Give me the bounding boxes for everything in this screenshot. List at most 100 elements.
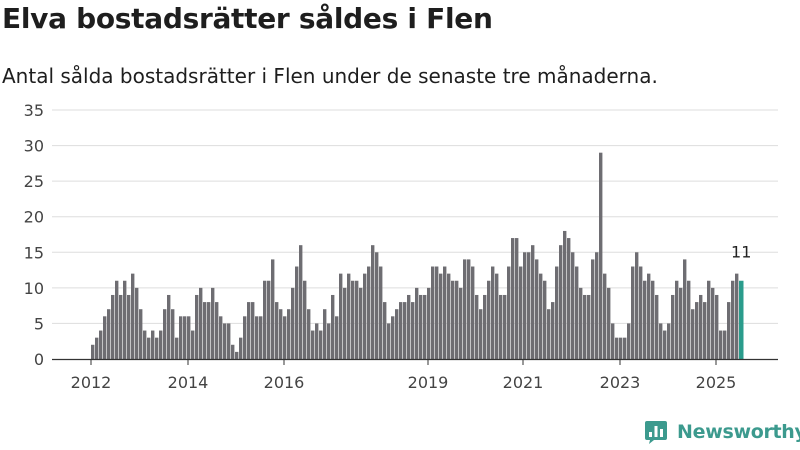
bar — [619, 337, 623, 359]
bar — [487, 280, 491, 359]
bar — [695, 302, 699, 359]
bar — [379, 266, 383, 359]
bar — [539, 273, 543, 359]
bar — [607, 287, 611, 359]
bar — [335, 316, 339, 359]
bar — [91, 344, 95, 359]
bar — [343, 287, 347, 359]
bar — [475, 294, 479, 359]
bar — [467, 259, 471, 359]
bar — [611, 323, 615, 359]
bar — [623, 337, 627, 359]
bar — [155, 337, 159, 359]
bar — [311, 330, 315, 359]
bar — [147, 337, 151, 359]
bar — [679, 287, 683, 359]
x-tick-label: 2019 — [408, 373, 449, 392]
x-tick-label: 2023 — [600, 373, 641, 392]
bar — [267, 280, 271, 359]
chart-subtitle: Antal sålda bostadsrätter i Flen under d… — [2, 64, 658, 88]
bar — [371, 245, 375, 359]
bar — [491, 266, 495, 359]
chart-title: Elva bostadsrätter såldes i Flen — [2, 2, 493, 35]
bar — [499, 294, 503, 359]
last-value-label: 11 — [731, 243, 751, 262]
bar — [211, 287, 215, 359]
bar — [567, 238, 571, 359]
bar — [243, 316, 247, 359]
bar — [727, 302, 731, 359]
bar — [183, 316, 187, 359]
bar — [675, 280, 679, 359]
bar — [239, 337, 243, 359]
bar — [715, 294, 719, 359]
bar — [463, 259, 467, 359]
bar — [571, 252, 575, 359]
bar — [207, 302, 211, 359]
bar — [159, 330, 163, 359]
bar — [99, 330, 103, 359]
x-tick-label: 2014 — [168, 373, 209, 392]
bar — [391, 316, 395, 359]
bar — [671, 294, 675, 359]
bar — [107, 309, 111, 359]
bar — [319, 330, 323, 359]
bar — [143, 330, 147, 359]
bar — [431, 266, 435, 359]
bar — [131, 273, 135, 359]
bar — [603, 273, 607, 359]
bar — [459, 287, 463, 359]
bar — [115, 280, 119, 359]
bar — [283, 316, 287, 359]
bar — [451, 280, 455, 359]
bar — [299, 245, 303, 359]
bar — [163, 309, 167, 359]
bar — [275, 302, 279, 359]
bar — [259, 316, 263, 359]
bar — [359, 287, 363, 359]
bar — [175, 337, 179, 359]
bar — [367, 266, 371, 359]
bar — [407, 294, 411, 359]
bar — [339, 273, 343, 359]
bar — [507, 266, 511, 359]
bar — [547, 309, 551, 359]
bar — [179, 316, 183, 359]
bar — [655, 294, 659, 359]
bar — [315, 323, 319, 359]
bar — [631, 266, 635, 359]
bar — [583, 294, 587, 359]
x-tick-label: 2012 — [71, 373, 112, 392]
bar — [711, 287, 715, 359]
bar — [615, 337, 619, 359]
bar — [563, 230, 567, 359]
bar — [427, 287, 431, 359]
bar — [519, 266, 523, 359]
bar — [295, 266, 299, 359]
bar — [691, 309, 695, 359]
bar — [135, 287, 139, 359]
bar — [523, 252, 527, 359]
bar — [527, 252, 531, 359]
bar — [387, 323, 391, 359]
bar — [707, 280, 711, 359]
bar — [663, 330, 667, 359]
bar — [127, 294, 131, 359]
bar-chart-logo-icon — [645, 421, 667, 444]
bar — [687, 280, 691, 359]
x-tick-label: 2025 — [696, 373, 737, 392]
bar — [443, 266, 447, 359]
bar — [355, 280, 359, 359]
bar — [447, 273, 451, 359]
y-tick-label: 10 — [24, 279, 44, 298]
bar — [199, 287, 203, 359]
bar — [331, 294, 335, 359]
bar — [735, 273, 739, 359]
bar — [151, 330, 155, 359]
bar — [419, 294, 423, 359]
bar — [227, 323, 231, 359]
bar — [191, 330, 195, 359]
bar — [599, 152, 603, 359]
bar — [139, 309, 143, 359]
